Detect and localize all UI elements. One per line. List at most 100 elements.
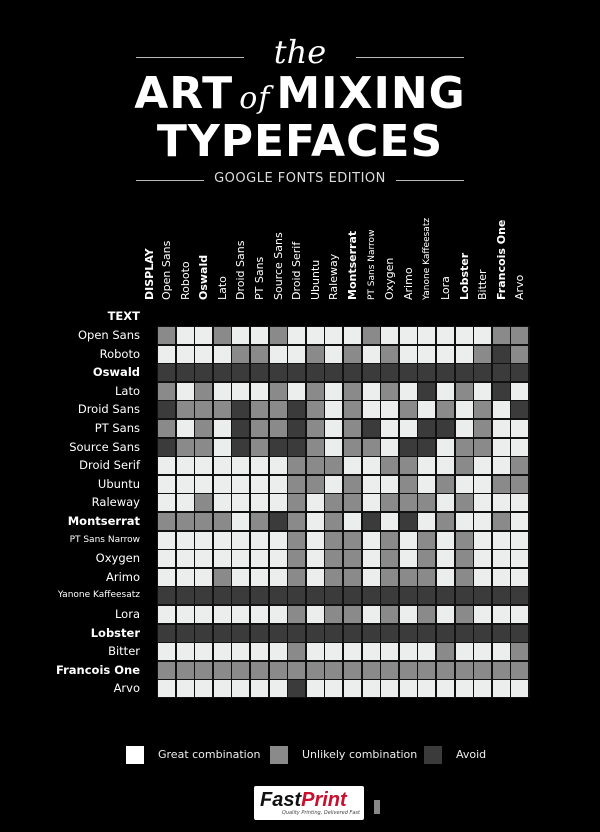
pairing-cell	[381, 513, 399, 530]
pairing-cell	[455, 661, 473, 679]
pairing-cell	[306, 568, 324, 586]
pairing-cell	[511, 420, 529, 437]
pairing-cell	[381, 494, 399, 512]
pairing-cell	[251, 606, 268, 623]
pairing-cell	[437, 401, 454, 419]
pairing-cell	[455, 494, 473, 512]
pairing-cell	[492, 643, 510, 661]
pairing-cell	[474, 550, 492, 568]
pairing-cell	[381, 587, 399, 605]
pairing-cell	[399, 475, 417, 493]
pairing-cell	[251, 327, 268, 344]
row-label-oswald: Oswald	[92, 365, 140, 380]
pairing-cell	[511, 643, 529, 661]
pairing-cell	[325, 550, 343, 568]
grid-background	[157, 326, 530, 698]
pairing-cell	[474, 364, 492, 382]
pairing-cell	[381, 643, 399, 661]
pairing-cell	[399, 420, 417, 437]
pairing-cell	[269, 327, 287, 344]
row-label-lato: Lato	[115, 383, 140, 398]
pairing-cell	[325, 345, 343, 363]
pairing-cell	[288, 587, 306, 605]
pairing-cell	[344, 438, 361, 456]
pairing-cell	[176, 382, 194, 400]
pairing-cell	[474, 531, 492, 549]
pairing-cell	[269, 661, 287, 679]
pairing-cell	[455, 364, 473, 382]
pairing-cell	[492, 606, 510, 623]
row-label-droid-serif: Droid Serif	[79, 458, 140, 473]
pairing-cell	[381, 382, 399, 400]
pairing-cell	[213, 513, 231, 530]
pairing-cell	[455, 475, 473, 493]
pairing-cell	[474, 420, 492, 437]
pairing-cell	[306, 680, 324, 698]
pairing-cell	[288, 401, 306, 419]
pairing-cell	[158, 568, 175, 586]
pairing-cell	[269, 345, 287, 363]
pairing-cell	[455, 531, 473, 549]
pairing-cell	[325, 624, 343, 642]
pairing-cell	[195, 364, 213, 382]
pairing-cell	[418, 587, 436, 605]
pairing-cell	[232, 364, 250, 382]
pairing-cell	[437, 345, 454, 363]
pairing-cell	[288, 661, 306, 679]
pairing-cell	[176, 550, 194, 568]
logo-tagline: Quality Printing, Delivered Fast	[281, 810, 360, 816]
pairing-cell	[232, 531, 250, 549]
pairing-cell	[381, 624, 399, 642]
pairing-cell	[232, 382, 250, 400]
pairing-cell	[232, 550, 250, 568]
pairing-cell	[418, 643, 436, 661]
pairing-cell	[474, 624, 492, 642]
pairing-cell	[344, 661, 361, 679]
pairing-cell	[213, 606, 231, 623]
pairing-cell	[362, 494, 380, 512]
logo-name-fast: Fast	[260, 789, 302, 811]
pairing-cell	[195, 382, 213, 400]
legend-swatch-great	[126, 746, 144, 764]
pairing-cell	[251, 364, 268, 382]
pairing-cell	[288, 513, 306, 530]
pairing-cell	[511, 327, 529, 344]
pairing-cell	[158, 327, 175, 344]
pairing-cell	[492, 661, 510, 679]
pairing-cell	[455, 401, 473, 419]
pairing-cell	[325, 420, 343, 437]
pairing-cell	[325, 457, 343, 475]
pairing-cell	[176, 457, 194, 475]
pairing-cell	[399, 327, 417, 344]
pairing-cell	[362, 420, 380, 437]
pairing-cell	[344, 457, 361, 475]
pairing-cell	[251, 550, 268, 568]
pairing-cell	[306, 606, 324, 623]
pairing-cell	[288, 420, 306, 437]
poster-header: the ART of MIXING TYPEFACES GOOGLE FONTS E…	[0, 0, 600, 200]
pairing-cell	[213, 643, 231, 661]
pairing-cell	[306, 624, 324, 642]
pairing-cell	[306, 531, 324, 549]
pairing-cell	[344, 643, 361, 661]
pairing-cell	[325, 680, 343, 698]
pairing-cell	[325, 643, 343, 661]
pairing-cell	[213, 550, 231, 568]
pairing-cell	[381, 568, 399, 586]
pairing-cell	[213, 420, 231, 437]
pairing-cell	[232, 475, 250, 493]
pairing-cell	[344, 587, 361, 605]
pairing-cell	[418, 661, 436, 679]
pairing-cell	[437, 587, 454, 605]
pairing-cell	[325, 531, 343, 549]
pairing-cell	[251, 531, 268, 549]
pairing-cell	[325, 382, 343, 400]
pairing-cell	[269, 531, 287, 549]
pairing-cell	[195, 401, 213, 419]
pairing-cell	[232, 345, 250, 363]
pairing-cell	[474, 327, 492, 344]
pairing-cell	[492, 327, 510, 344]
pairing-cell	[288, 382, 306, 400]
pairing-cell	[344, 364, 361, 382]
pairing-cell	[474, 382, 492, 400]
